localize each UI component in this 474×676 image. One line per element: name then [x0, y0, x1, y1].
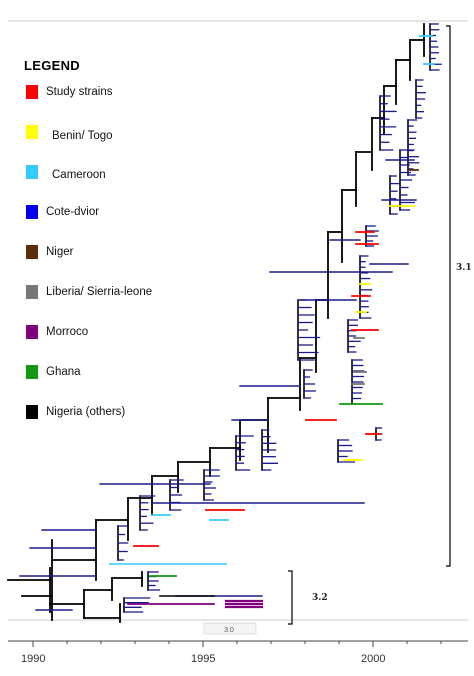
tree-branches — [7, 23, 442, 623]
legend-label: Nigeria (others) — [46, 406, 126, 418]
legend-item-morroco: Morroco — [22, 325, 222, 365]
clade-label-3-1: 3.1 — [456, 263, 472, 273]
legend-swatch — [26, 325, 38, 339]
legend-label: Liberia/ Sierria-leone — [46, 286, 153, 298]
clade-box-3-0 — [203, 622, 257, 635]
legend-label: Niger — [46, 246, 74, 258]
clade-bracket-3-1 — [446, 25, 451, 567]
legend-item-liberia-sierria-leone: Liberia/ Sierria-leone — [22, 285, 222, 325]
legend-item-nigeria-others: Nigeria (others) — [22, 405, 222, 445]
legend-label: Study strains — [46, 86, 113, 98]
legend-label: Benin/ Togo — [52, 130, 113, 142]
legend-label: Morroco — [46, 326, 89, 338]
legend-label: Ghana — [46, 366, 81, 378]
legend-swatch — [26, 85, 38, 99]
legend-swatch — [26, 205, 38, 219]
legend-item-benin-togo: Benin/ Togo — [22, 125, 222, 165]
legend: LEGEND Study strains Benin/ Togo Cameroo… — [22, 58, 222, 445]
legend-item-cote-dvior: Cote-dvior — [22, 205, 222, 245]
tick-label-1995: 1995 — [191, 653, 215, 665]
legend-title: LEGEND — [24, 58, 80, 73]
clade-label-3-2: 3.2 — [312, 593, 328, 603]
legend-item-study-strains: Study strains — [22, 85, 222, 125]
legend-item-ghana: Ghana — [22, 365, 222, 405]
tick-label-2000: 2000 — [361, 653, 385, 665]
tick-label-1990: 1990 — [21, 653, 45, 665]
legend-swatch — [26, 245, 38, 259]
legend-swatch — [26, 285, 38, 299]
clade-label-3-0: 3.0 — [224, 627, 234, 634]
legend-swatch — [26, 405, 38, 419]
legend-label: Cote-dvior — [46, 206, 100, 218]
legend-item-niger: Niger — [22, 245, 222, 285]
legend-swatch — [26, 125, 38, 139]
legend-label: Cameroon — [52, 169, 106, 181]
time-axis: 1990 1995 2000 2005 2010 — [8, 640, 468, 665]
legend-swatch — [26, 165, 38, 179]
legend-item-cameroon: Cameroon — [22, 165, 222, 205]
legend-swatch — [26, 365, 38, 379]
clade-bracket-3-2 — [288, 570, 293, 625]
